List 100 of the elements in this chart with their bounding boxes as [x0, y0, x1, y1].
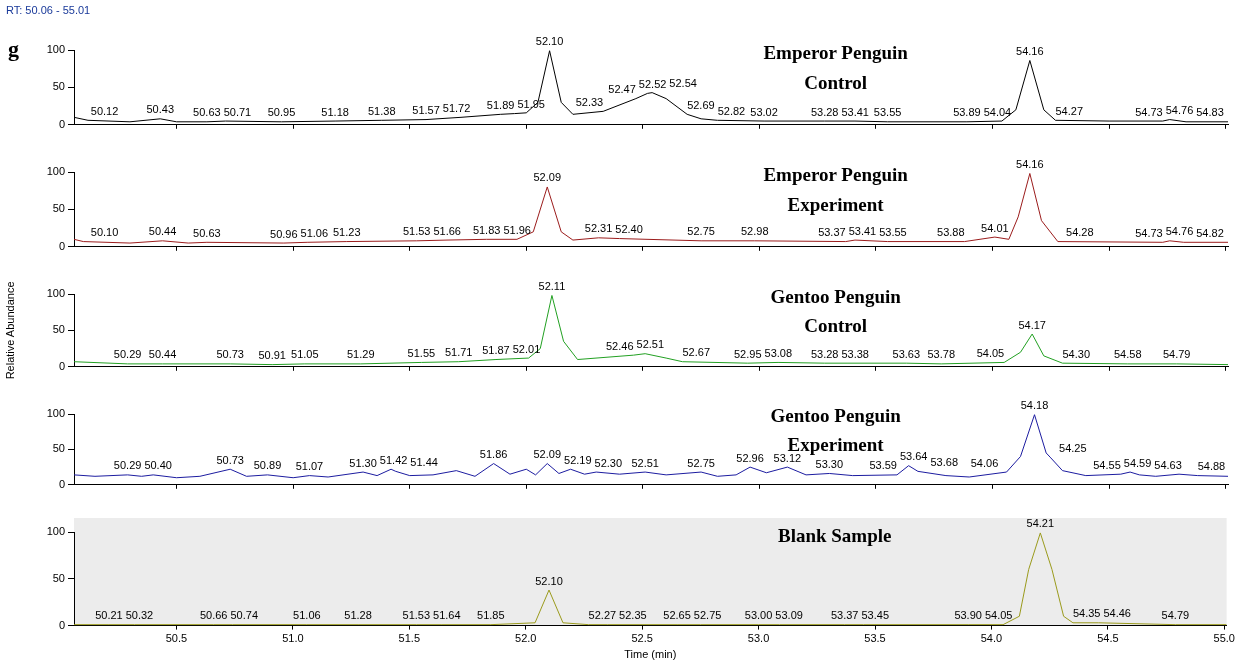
- annotation: 54.79: [1161, 609, 1190, 622]
- annotation: 52.96: [736, 451, 764, 464]
- annotation: 53.02: [750, 105, 778, 118]
- annotation: 52.52: [638, 77, 667, 90]
- y-tick-label: 0: [58, 239, 65, 252]
- annotation: 50.74: [230, 609, 258, 622]
- annotation: 52.40: [615, 223, 643, 236]
- x-tick-label: 54.0: [980, 632, 1003, 645]
- annotation: 52.51: [631, 456, 659, 469]
- annotation: 50.43: [146, 103, 175, 116]
- chart-title: Gentoo Penguin: [770, 405, 902, 427]
- annotation: 51.42: [379, 453, 408, 466]
- annotation: 50.12: [90, 104, 119, 117]
- annotation: 54.88: [1197, 460, 1226, 473]
- annotation: 52.31: [584, 222, 613, 235]
- annotation: 52.75: [693, 609, 722, 622]
- annotation: 50.44: [148, 348, 177, 361]
- annotation: 50.71: [223, 105, 252, 118]
- annotation: 51.38: [367, 104, 396, 117]
- annotation: 51.23: [333, 226, 361, 239]
- annotation: 52.67: [682, 346, 710, 359]
- annotation: 51.05: [291, 348, 319, 361]
- text: g: [8, 36, 19, 62]
- annotation: 52.33: [575, 95, 604, 108]
- annotation: 53.37: [818, 226, 846, 239]
- annotation: 53.88: [937, 226, 965, 239]
- annotation: 50.66: [199, 609, 228, 622]
- annotation: 51.86: [479, 448, 508, 461]
- annotation: 50.63: [193, 106, 221, 119]
- y-tick-label: 50: [52, 323, 65, 336]
- annotation: 50.96: [270, 227, 298, 240]
- annotation: 51.71: [444, 346, 473, 359]
- annotation: 51.18: [321, 105, 349, 118]
- annotation: 54.79: [1162, 348, 1191, 361]
- annotation: 53.89: [953, 106, 981, 119]
- annotation: 51.53: [402, 609, 431, 622]
- annotation: 52.30: [594, 456, 623, 469]
- annotation: 50.89: [253, 459, 282, 472]
- annotation: 53.38: [841, 347, 869, 360]
- annotation: 54.73: [1135, 105, 1163, 118]
- annotation: 53.55: [873, 106, 902, 119]
- annotation: 53.59: [869, 459, 897, 472]
- annotation: 53.41: [841, 105, 869, 118]
- x-tick-label: 52.5: [631, 632, 653, 645]
- annotation: 54.30: [1062, 347, 1091, 360]
- annotation: 50.32: [125, 609, 154, 622]
- annotation: 52.27: [588, 609, 617, 622]
- annotation: 51.07: [295, 460, 324, 473]
- annotation: 53.90: [954, 609, 982, 622]
- annotation: 54.17: [1018, 318, 1046, 331]
- annotation: 53.28: [810, 347, 839, 360]
- y-tick-label: 100: [46, 287, 65, 300]
- annotation: 50.29: [113, 348, 142, 361]
- annotation: 53.30: [815, 458, 844, 470]
- annotation: 52.10: [535, 35, 564, 48]
- annotation: 54.25: [1059, 442, 1087, 455]
- annotation: 51.55: [407, 346, 436, 359]
- y-tick-label: 50: [52, 442, 65, 455]
- annotation: 54.82: [1196, 226, 1224, 239]
- annotation: 54.16: [1016, 45, 1044, 57]
- annotation: 54.27: [1055, 104, 1084, 117]
- y-tick-label: 50: [52, 571, 65, 584]
- annotation: 50.29: [113, 459, 142, 472]
- chart-title: Emperor Penguin: [763, 41, 909, 63]
- annotation: 54.21: [1026, 517, 1055, 530]
- annotation: 54.28: [1066, 226, 1094, 239]
- annotation: 52.98: [740, 225, 769, 238]
- annotation: 51.87: [482, 344, 510, 357]
- annotation: 52.47: [608, 83, 636, 96]
- annotation: 52.54: [669, 77, 697, 90]
- text: RT: 50.06 - 55.01: [6, 4, 91, 16]
- annotation: 54.35: [1072, 607, 1101, 620]
- annotation: 50.91: [258, 349, 286, 362]
- y-tick-label: 0: [58, 477, 65, 490]
- annotation: 51.44: [410, 455, 438, 468]
- text: Experiment: [787, 193, 885, 215]
- annotation: 50.73: [216, 453, 244, 466]
- annotation: 52.75: [687, 225, 715, 238]
- annotation: 52.10: [535, 574, 563, 587]
- annotation: 50.21: [95, 609, 123, 622]
- annotation: 51.53: [402, 225, 431, 238]
- chart-title: Blank Sample: [777, 524, 892, 546]
- annotation: 54.05: [976, 346, 1005, 359]
- annotation: 50.63: [193, 226, 221, 239]
- annotation: 54.16: [1016, 158, 1044, 171]
- annotation: 51.66: [433, 224, 461, 237]
- y-tick-label: 100: [46, 525, 65, 538]
- annotation: 52.01: [512, 342, 541, 355]
- annotation: 54.18: [1020, 399, 1049, 412]
- x-tick-label: 54.5: [1097, 632, 1119, 645]
- annotation: 50.10: [90, 226, 119, 239]
- annotation: 52.11: [538, 279, 566, 292]
- annotation: 52.69: [687, 98, 715, 111]
- y-tick-label: 0: [58, 117, 65, 130]
- annotation: 51.29: [346, 348, 375, 361]
- annotation: 54.63: [1154, 459, 1182, 472]
- annotation: 53.37: [830, 609, 859, 622]
- annotation: 53.41: [848, 224, 877, 237]
- annotation: 52.09: [533, 171, 562, 184]
- annotation: 52.75: [687, 456, 715, 469]
